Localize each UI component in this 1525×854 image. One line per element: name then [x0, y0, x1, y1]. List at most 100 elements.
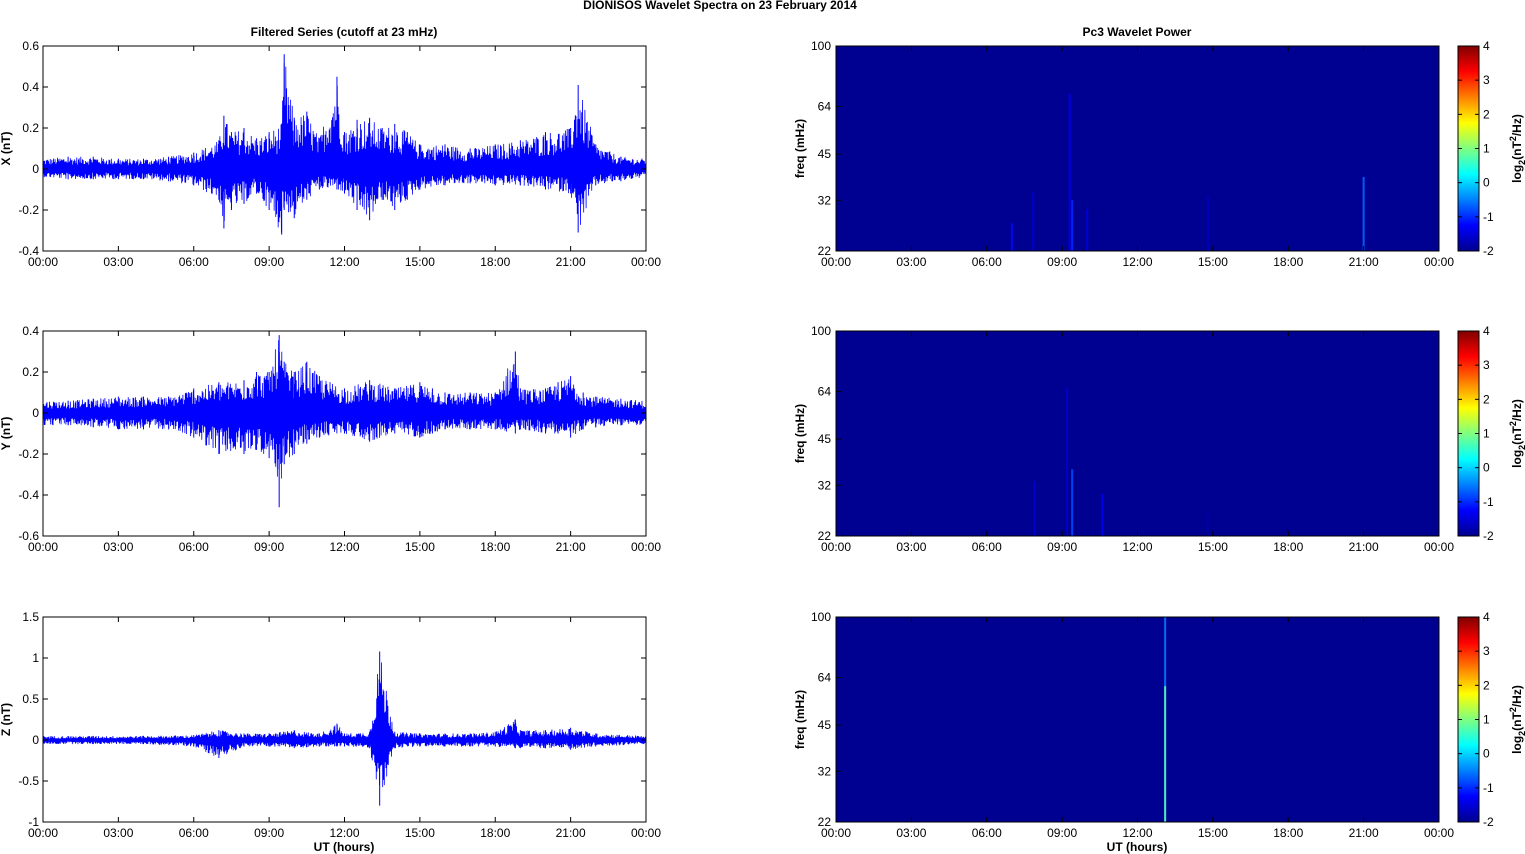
x-tick-label: 18:00 — [480, 540, 510, 554]
y-tick-label: 22 — [818, 244, 832, 258]
y-axis-label: X (nT) — [0, 132, 13, 166]
colorbar-label-part: 2 — [1508, 707, 1518, 712]
x-axis-label-left: UT (hours) — [314, 840, 375, 854]
colorbar-label-part: 2 — [1508, 136, 1518, 141]
y-tick-label: 1.5 — [22, 610, 39, 624]
x-tick-label: 00:00 — [1424, 826, 1454, 840]
power-field — [836, 331, 1439, 536]
x-tick-label: 15:00 — [1198, 826, 1228, 840]
x-tick-label: 00:00 — [1424, 540, 1454, 554]
left-column-title: Filtered Series (cutoff at 23 mHz) — [251, 25, 438, 39]
power-event — [1206, 196, 1209, 251]
x-tick-label: 00:00 — [631, 540, 661, 554]
x-tick-label: 03:00 — [896, 255, 926, 269]
power-event — [1010, 223, 1013, 251]
x-tick-label: 15:00 — [405, 826, 435, 840]
colorbar-tick-label: 4 — [1483, 610, 1490, 624]
x-tick-label: 18:00 — [480, 255, 510, 269]
y-axis-label: Z (nT) — [0, 703, 13, 736]
y-tick-label: -0.6 — [18, 529, 39, 543]
x-tick-label: 00:00 — [821, 540, 851, 554]
colorbar-tick-label: 4 — [1483, 39, 1490, 53]
colorbar-tick-label: 2 — [1483, 678, 1490, 692]
power-event — [1164, 686, 1167, 822]
x-tick-label: 09:00 — [254, 255, 284, 269]
y-tick-label: -0.5 — [18, 774, 39, 788]
x-tick-label: 12:00 — [1122, 826, 1152, 840]
y-tick-label: 0 — [32, 406, 39, 420]
colorbar-label-part: 2 — [1517, 731, 1525, 736]
colorbar-label-part: log — [1510, 165, 1524, 183]
x-tick-label: 03:00 — [103, 540, 133, 554]
power-event — [1071, 469, 1074, 536]
x-tick-label: 06:00 — [179, 255, 209, 269]
x-tick-label: 18:00 — [1273, 826, 1303, 840]
y-tick-label: 100 — [811, 324, 831, 338]
colorbar-tick-label: 4 — [1483, 324, 1490, 338]
colorbar-label-part: log — [1510, 450, 1524, 468]
x-tick-label: 15:00 — [405, 255, 435, 269]
x-tick-label: 12:00 — [1122, 540, 1152, 554]
colorbar-label-part: /Hz) — [1510, 399, 1524, 421]
y-tick-label: 0.6 — [22, 39, 39, 53]
y-tick-label: 32 — [818, 764, 832, 778]
colorbar-tick-label: 3 — [1483, 73, 1490, 87]
colorbar-tick-label: -1 — [1483, 210, 1494, 224]
y-tick-label: -0.4 — [18, 244, 39, 258]
x-tick-label: 00:00 — [631, 255, 661, 269]
x-tick-label: 18:00 — [1273, 540, 1303, 554]
x-tick-label: 15:00 — [1198, 255, 1228, 269]
y-tick-label: 32 — [818, 478, 832, 492]
x-tick-label: 12:00 — [329, 540, 359, 554]
colorbar-tick-label: 3 — [1483, 644, 1490, 658]
y-tick-label: 0.4 — [22, 80, 39, 94]
y-tick-label: 100 — [811, 39, 831, 53]
colorbar-tick-label: 1 — [1483, 427, 1490, 441]
y-tick-label: 22 — [818, 529, 832, 543]
power-field — [836, 617, 1439, 822]
x-tick-label: 21:00 — [556, 540, 586, 554]
x-tick-label: 00:00 — [28, 826, 58, 840]
y-tick-label: 45 — [818, 147, 832, 161]
colorbar-tick-label: -2 — [1483, 815, 1494, 829]
colorbar-label-part: 2 — [1517, 445, 1525, 450]
y-tick-label: 0 — [32, 162, 39, 176]
x-tick-label: 15:00 — [405, 540, 435, 554]
y-tick-label: 100 — [811, 610, 831, 624]
x-tick-label: 21:00 — [1349, 826, 1379, 840]
colorbar-tick-label: 3 — [1483, 358, 1490, 372]
signal-trace — [42, 662, 647, 788]
x-tick-label: 12:00 — [329, 255, 359, 269]
series-panel-y: -0.6 -0.4 -0.2 0 0.2 0.4 Y (nT) 00:00 03:00 06:00… — [0, 324, 661, 554]
y-axis-label: freq (mHz) — [793, 119, 807, 178]
power-field — [836, 46, 1439, 251]
x-tick-label: 18:00 — [480, 826, 510, 840]
x-tick-label: 06:00 — [972, 540, 1002, 554]
x-axis-label-right: UT (hours) — [1107, 840, 1168, 854]
x-tick-label: 03:00 — [896, 540, 926, 554]
y-axis-label: freq (mHz) — [793, 404, 807, 463]
power-event — [1101, 494, 1104, 536]
x-tick-label: 09:00 — [1047, 255, 1077, 269]
y-tick-label: 64 — [818, 99, 832, 113]
y-tick-label: 45 — [818, 718, 832, 732]
right-column-title: Pc3 Wavelet Power — [1083, 25, 1192, 39]
x-tick-label: 06:00 — [179, 540, 209, 554]
x-tick-label: 15:00 — [1198, 540, 1228, 554]
x-tick-label: 03:00 — [103, 826, 133, 840]
x-tick-label: 21:00 — [556, 255, 586, 269]
colorbar-label: log2(nT2/Hz) — [1508, 685, 1525, 754]
power-event — [1068, 94, 1071, 252]
y-tick-label: -1 — [28, 815, 39, 829]
x-tick-label: 00:00 — [1424, 255, 1454, 269]
x-tick-label: 18:00 — [1273, 255, 1303, 269]
colorbar-label-part: (nT — [1510, 426, 1524, 445]
y-tick-label: 22 — [818, 815, 832, 829]
power-event — [1362, 177, 1365, 251]
y-axis-label: freq (mHz) — [793, 690, 807, 749]
colorbar-label-part: (nT — [1510, 141, 1524, 160]
